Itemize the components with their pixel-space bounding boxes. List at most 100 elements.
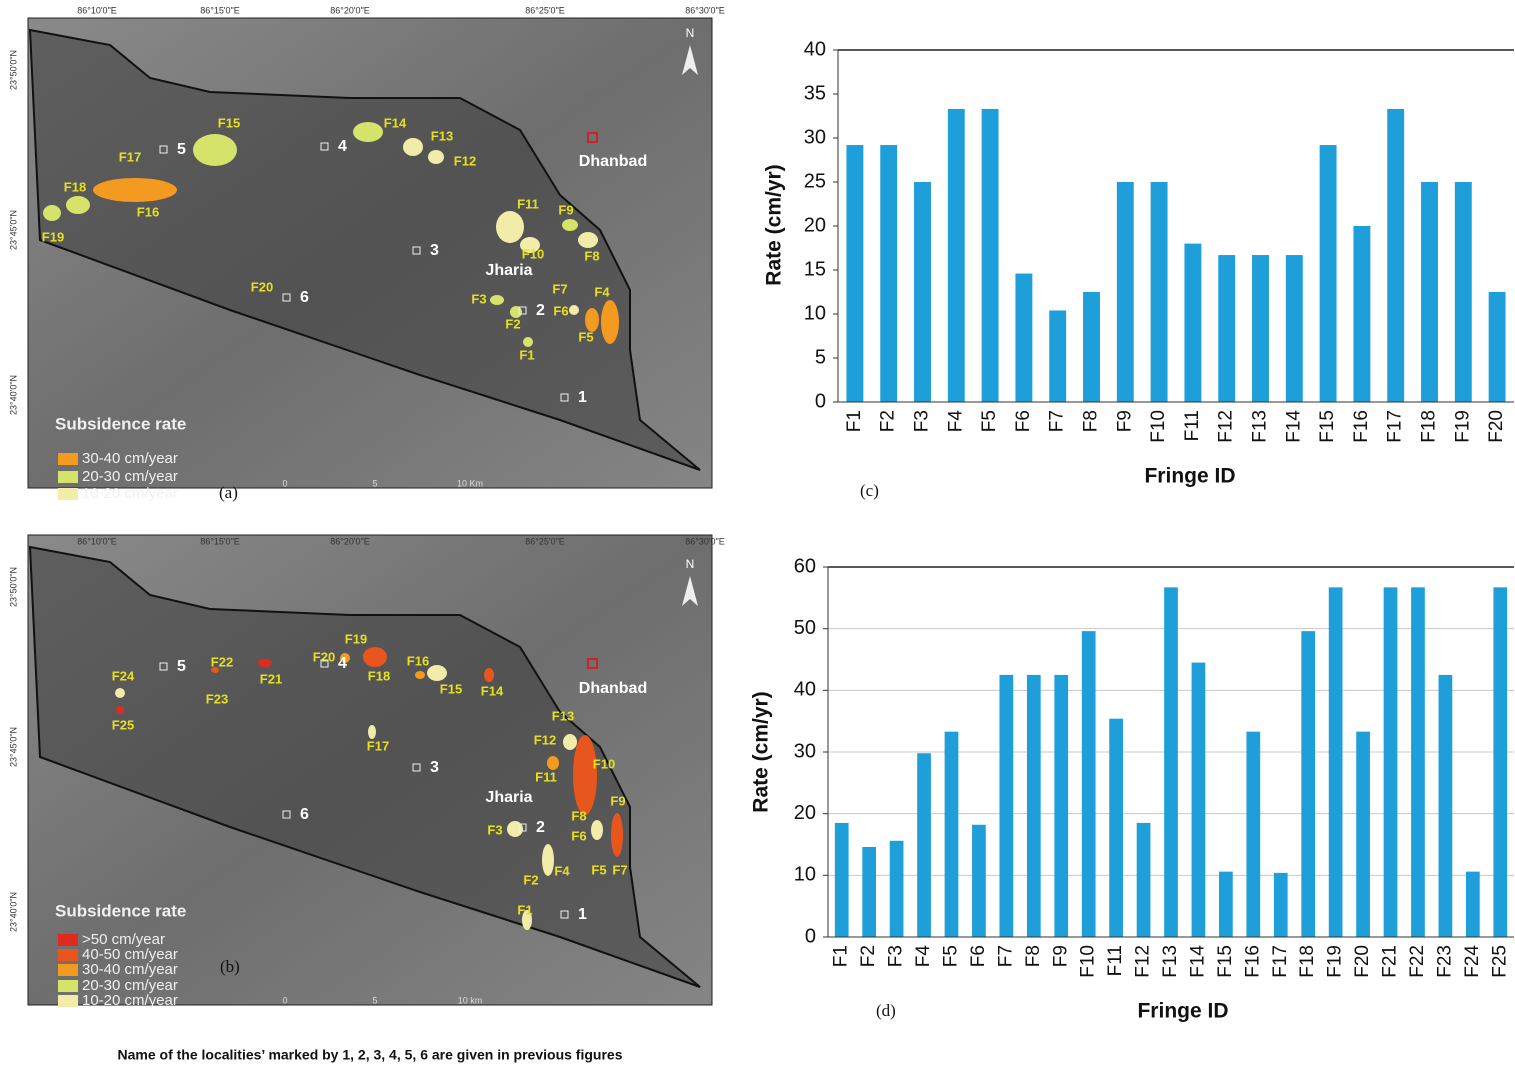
bar: [1246, 732, 1260, 937]
bar: [1455, 182, 1472, 402]
lon-label: 86°25'0"E: [525, 5, 565, 15]
y-tick-label: 0: [815, 390, 826, 412]
bar: [972, 825, 986, 937]
caption: Name of the localities’ marked by 1, 2, …: [118, 1047, 623, 1063]
x-tick-label: F10: [1078, 945, 1099, 978]
x-axis-title: Fringe ID: [1137, 1000, 1228, 1023]
fringe-patch: [569, 305, 579, 315]
bar: [1252, 255, 1269, 402]
bar: [1082, 631, 1096, 937]
locality-label: 3: [430, 242, 439, 259]
fringe-label: F5: [578, 329, 593, 344]
fringe-label: F14: [384, 115, 407, 130]
bar: [1286, 255, 1303, 402]
fringe-label: F11: [517, 196, 539, 211]
fringe-label: F14: [481, 683, 504, 698]
legend-swatch: [58, 934, 78, 946]
x-tick-label: F3: [912, 410, 933, 432]
fringe-patch: [484, 668, 494, 682]
fringe-label: F1: [517, 902, 532, 917]
bar: [1320, 145, 1337, 402]
x-tick-label: F22: [1407, 945, 1428, 978]
bar: [1000, 675, 1014, 937]
y-tick-label: 35: [804, 82, 826, 104]
panel-label: (c): [860, 481, 879, 500]
bar: [917, 753, 931, 937]
x-tick-label: F15: [1215, 945, 1236, 978]
fringe-patch: [428, 150, 444, 164]
fringe-label: F22: [211, 654, 233, 669]
fringe-patch: [363, 647, 387, 667]
y-tick-label: 10: [804, 302, 826, 324]
fringe-label: F8: [584, 248, 599, 263]
x-tick-label: F19: [1325, 945, 1346, 978]
y-tick-label: 10: [794, 864, 816, 886]
legend-swatch: [58, 964, 78, 976]
bar: [846, 145, 863, 402]
fringe-patch: [490, 295, 504, 305]
fringe-label: F11: [535, 769, 557, 784]
fringe-patch: [542, 844, 554, 876]
legend-title: Subsidence rate: [55, 901, 186, 920]
locality-label: 4: [338, 655, 347, 672]
x-tick-label: F20: [1352, 945, 1373, 978]
locality-label: 5: [177, 141, 186, 158]
panel-label: (a): [219, 483, 238, 502]
bar: [1049, 310, 1066, 402]
legend-swatch: [58, 453, 78, 465]
bar: [862, 847, 876, 937]
bar: [1117, 182, 1134, 402]
lon-label: 86°20'0"E: [330, 536, 370, 546]
fringe-label: F15: [440, 681, 462, 696]
lon-label: 86°15'0"E: [200, 536, 240, 546]
fringe-patch: [563, 734, 577, 750]
lon-label: 86°30'0"E: [685, 536, 725, 546]
bar: [1274, 873, 1288, 937]
x-tick-label: F19: [1452, 410, 1473, 443]
locality-label: 2: [536, 302, 545, 319]
bar: [1493, 587, 1507, 937]
locality-label: 1: [578, 906, 587, 923]
x-tick-label: F8: [1081, 410, 1102, 432]
x-axis-title: Fringe ID: [1144, 465, 1235, 488]
bar: [1439, 675, 1453, 937]
fringe-label: F19: [345, 631, 367, 646]
lon-label: 86°10'0"E: [77, 536, 117, 546]
fringe-patch: [368, 725, 376, 739]
fringe-label: F9: [558, 202, 573, 217]
legend-title: Subsidence rate: [55, 414, 186, 433]
x-tick-label: F7: [995, 945, 1016, 967]
fringe-label: F2: [505, 316, 520, 331]
panel-label: (b): [220, 957, 240, 976]
fringe-label: F3: [471, 291, 486, 306]
fringe-patch: [115, 688, 125, 698]
legend-item: 20-30 cm/year: [82, 468, 178, 485]
fringe-label: F23: [206, 691, 228, 706]
place-label: Jharia: [485, 262, 532, 279]
bar: [1384, 587, 1398, 937]
fringe-label: F16: [407, 653, 429, 668]
legend-swatch: [58, 980, 78, 992]
fringe-label: F6: [553, 303, 568, 318]
lon-label: 86°30'0"E: [685, 5, 725, 15]
legend-item: 30-40 cm/year: [82, 450, 178, 467]
locality-label: 6: [300, 289, 309, 306]
bar: [1466, 872, 1480, 937]
x-tick-label: F12: [1133, 945, 1154, 978]
locality-label: 5: [177, 658, 186, 675]
bar: [1218, 255, 1235, 402]
y-tick-label: 30: [804, 126, 826, 148]
legend-swatch: [58, 949, 78, 961]
bar: [948, 109, 965, 402]
y-tick-label: 40: [794, 679, 816, 701]
x-tick-label: F24: [1462, 945, 1483, 978]
fringe-patch: [93, 178, 177, 202]
fringe-label: F19: [42, 229, 64, 244]
x-tick-label: F9: [1050, 945, 1071, 967]
x-tick-label: F5: [979, 410, 1000, 432]
fringe-label: F25: [112, 717, 134, 732]
x-tick-label: F4: [945, 410, 966, 433]
fringe-label: F10: [593, 756, 615, 771]
scale-label: 0: [282, 478, 287, 488]
fringe-patch: [403, 138, 423, 156]
